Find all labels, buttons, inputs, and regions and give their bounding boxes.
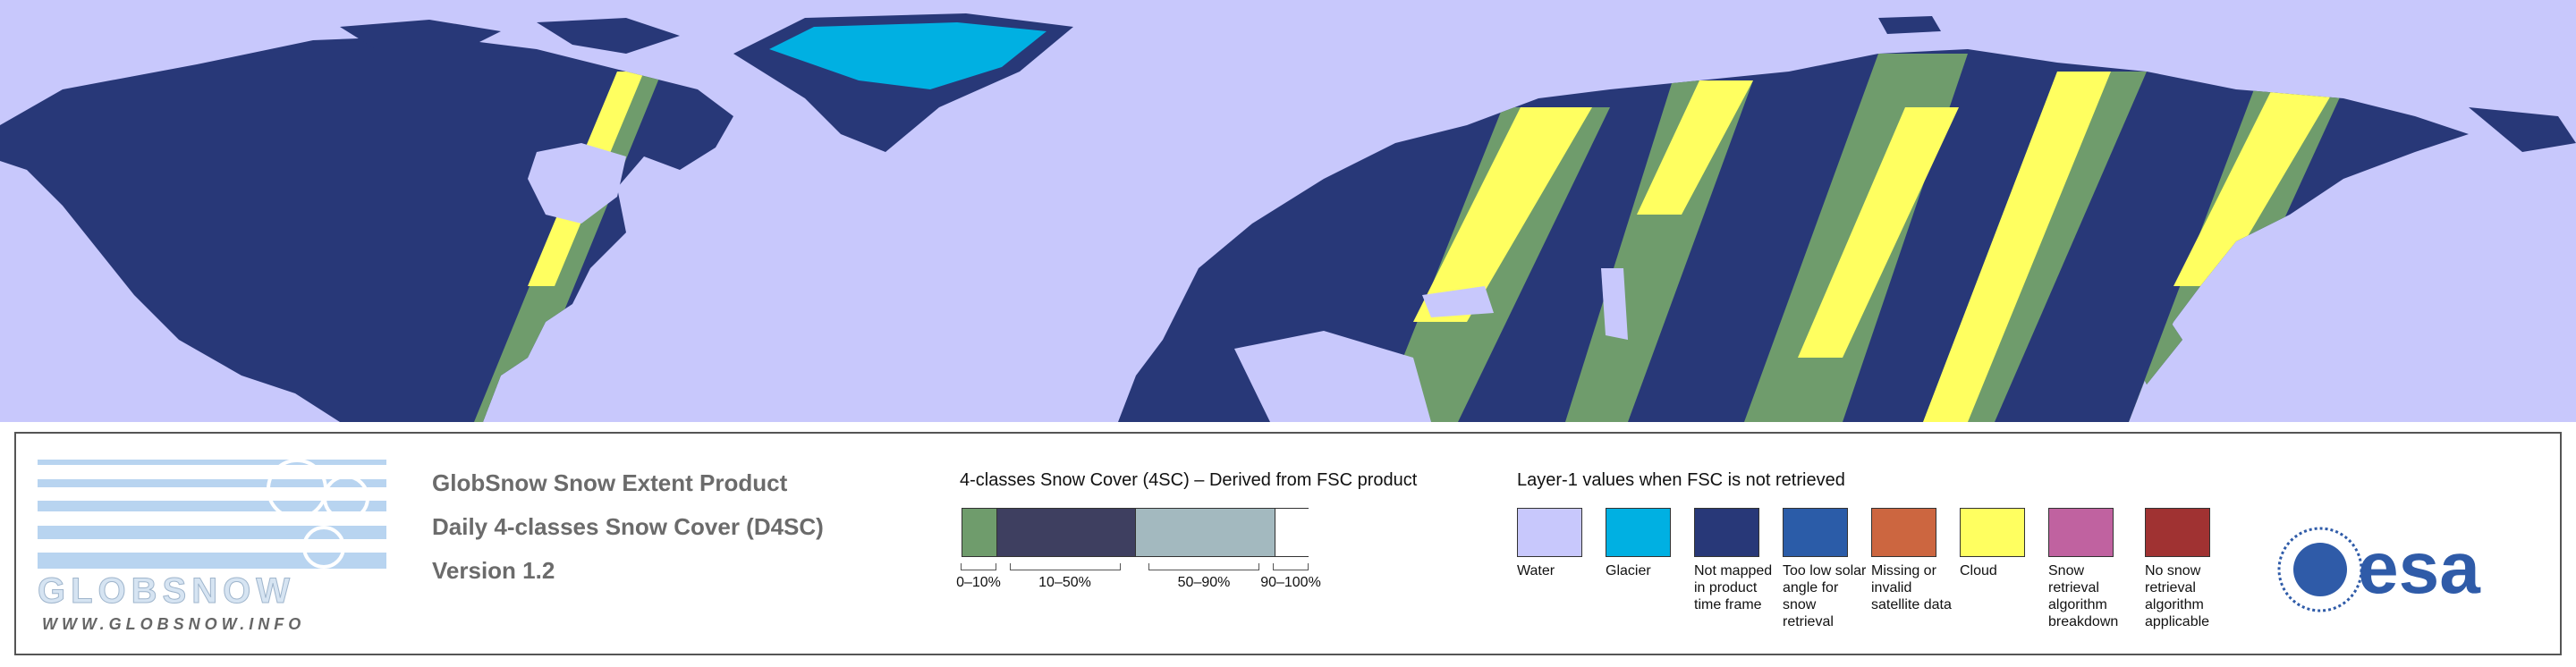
layer1-item: Cloud (1960, 508, 2046, 579)
snow-cover-title: 4-classes Snow Cover (4SC) – Derived fro… (960, 470, 1418, 490)
logo-name: GLOBSNOW (38, 571, 295, 611)
layer1-swatch (2048, 508, 2114, 557)
product-line: GlobSnow Snow Extent Product (432, 469, 788, 496)
layer1-label: Glacier (1606, 563, 1651, 578)
layer1-label: Missing or invalid satellite data (1871, 563, 1952, 612)
product-line: Daily 4-classes Snow Cover (D4SC) (432, 513, 824, 540)
snow-class-label: 0–10% (956, 575, 1001, 590)
snow-class-label: 50–90% (1177, 575, 1231, 590)
layer1-swatch (1606, 508, 1671, 557)
greenland-glacier (769, 22, 1046, 89)
snow-class-swatch (1135, 509, 1275, 556)
layer1-label: Water (1517, 563, 1555, 578)
layer1-item: Not mapped in product time frame (1694, 508, 1780, 613)
layer1-title: Layer-1 values when FSC is not retrieved (1517, 470, 1845, 490)
layer1-label: No snow retrieval algorithm applicable (2145, 563, 2210, 629)
layer1-item: Snow retrieval algorithm breakdown (2048, 508, 2134, 630)
class-bracket (1273, 563, 1309, 570)
layer1-label: Too low solar angle for snow retrieval (1783, 563, 1867, 629)
inland-water (528, 143, 1628, 422)
layer1-label: Cloud (1960, 563, 1997, 578)
class-bracket (961, 563, 996, 570)
snow-class-swatch (1275, 509, 1309, 556)
layer1-swatch (1694, 508, 1759, 557)
snow-class-swatch (962, 509, 996, 556)
snow-class-label: 90–100% (1260, 575, 1321, 590)
layer1-label: Not mapped in product time frame (1694, 563, 1773, 612)
class-bracket (1009, 563, 1121, 570)
class-bracket (1148, 563, 1260, 570)
esa-logo: esa (2277, 527, 2481, 612)
layer1-swatch (1871, 508, 1936, 557)
layer1-item: Water (1517, 508, 1603, 579)
agency-name: esa (2358, 528, 2481, 609)
product-line: Version 1.2 (432, 557, 555, 584)
logo-url: WWW.GLOBSNOW.INFO (42, 615, 305, 633)
snow-cover-bar (962, 508, 1309, 557)
layer1-item: Glacier (1606, 508, 1691, 579)
layer1-item: No snow retrieval algorithm applicable (2145, 508, 2231, 630)
layer1-swatch (2145, 508, 2210, 557)
layer1-swatch (1517, 508, 1582, 557)
layer1-swatch (1783, 508, 1848, 557)
snow-map (0, 0, 2576, 422)
layer1-item: Missing or invalid satellite data (1871, 508, 1957, 613)
snow-class-label: 10–50% (1038, 575, 1091, 590)
layer1-label: Snow retrieval algorithm breakdown (2048, 563, 2119, 629)
globsnow-logo: GLOBSNOW WWW.GLOBSNOW.INFO (38, 459, 386, 633)
layer1-swatch (1960, 508, 2025, 557)
legend-panel: GLOBSNOW WWW.GLOBSNOW.INFO 4-classes Sno… (14, 432, 2562, 655)
snow-class-swatch (996, 509, 1135, 556)
layer1-item: Too low solar angle for snow retrieval (1783, 508, 1868, 630)
